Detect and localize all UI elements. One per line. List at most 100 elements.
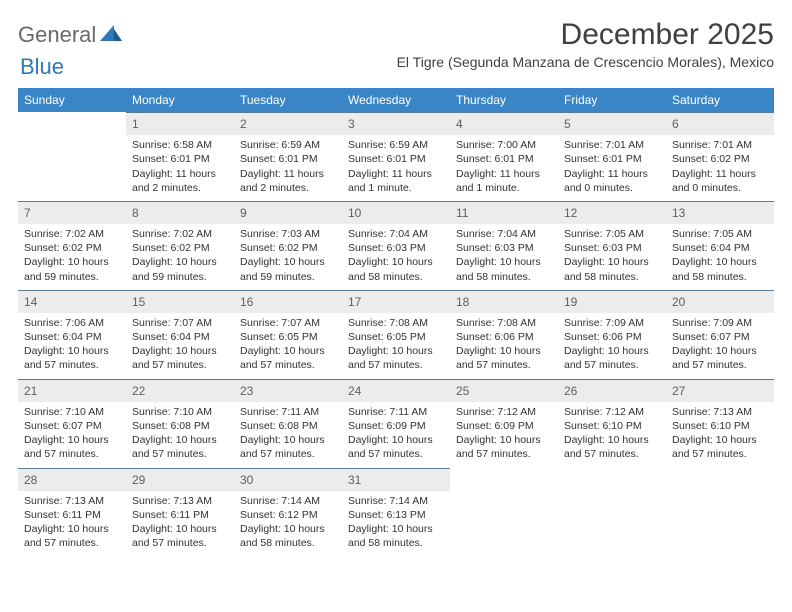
sunset-text: Sunset: 6:03 PM	[456, 241, 552, 255]
day-details: Sunrise: 7:14 AMSunset: 6:12 PMDaylight:…	[234, 491, 342, 557]
sunrise-text: Sunrise: 7:02 AM	[132, 227, 228, 241]
sunset-text: Sunset: 6:08 PM	[132, 419, 228, 433]
calendar-day-cell: 25Sunrise: 7:12 AMSunset: 6:09 PMDayligh…	[450, 379, 558, 468]
daylight-text: Daylight: 11 hours and 2 minutes.	[132, 167, 228, 195]
calendar-week-row: 7Sunrise: 7:02 AMSunset: 6:02 PMDaylight…	[18, 201, 774, 290]
sunrise-text: Sunrise: 7:10 AM	[132, 405, 228, 419]
sunrise-text: Sunrise: 7:14 AM	[240, 494, 336, 508]
day-number: 30	[234, 468, 342, 491]
logo-text-blue: Blue	[20, 54, 64, 79]
day-details: Sunrise: 7:02 AMSunset: 6:02 PMDaylight:…	[126, 224, 234, 290]
calendar-day-cell: 31Sunrise: 7:14 AMSunset: 6:13 PMDayligh…	[342, 468, 450, 557]
title-block: December 2025 El Tigre (Segunda Manzana …	[397, 18, 774, 70]
calendar-day-cell: 15Sunrise: 7:07 AMSunset: 6:04 PMDayligh…	[126, 290, 234, 379]
sunset-text: Sunset: 6:11 PM	[132, 508, 228, 522]
day-number: 27	[666, 379, 774, 402]
sunrise-text: Sunrise: 6:59 AM	[348, 138, 444, 152]
sunset-text: Sunset: 6:07 PM	[24, 419, 120, 433]
daylight-text: Daylight: 11 hours and 0 minutes.	[672, 167, 768, 195]
day-details: Sunrise: 6:58 AMSunset: 6:01 PMDaylight:…	[126, 135, 234, 201]
day-number: 9	[234, 201, 342, 224]
daylight-text: Daylight: 10 hours and 57 minutes.	[132, 344, 228, 372]
sunrise-text: Sunrise: 7:03 AM	[240, 227, 336, 241]
daylight-text: Daylight: 10 hours and 57 minutes.	[132, 522, 228, 550]
daylight-text: Daylight: 10 hours and 57 minutes.	[456, 433, 552, 461]
daylight-text: Daylight: 11 hours and 2 minutes.	[240, 167, 336, 195]
daylight-text: Daylight: 10 hours and 58 minutes.	[348, 522, 444, 550]
day-number: 20	[666, 290, 774, 313]
weekday-header: Sunday	[18, 88, 126, 112]
sunrise-text: Sunrise: 7:09 AM	[672, 316, 768, 330]
day-number: 8	[126, 201, 234, 224]
sunrise-text: Sunrise: 7:07 AM	[240, 316, 336, 330]
sunset-text: Sunset: 6:05 PM	[348, 330, 444, 344]
day-number: 7	[18, 201, 126, 224]
daylight-text: Daylight: 10 hours and 58 minutes.	[240, 522, 336, 550]
day-details: Sunrise: 7:04 AMSunset: 6:03 PMDaylight:…	[450, 224, 558, 290]
calendar-day-cell: 27Sunrise: 7:13 AMSunset: 6:10 PMDayligh…	[666, 379, 774, 468]
sunrise-text: Sunrise: 7:01 AM	[564, 138, 660, 152]
day-details: Sunrise: 7:08 AMSunset: 6:06 PMDaylight:…	[450, 313, 558, 379]
daylight-text: Daylight: 10 hours and 59 minutes.	[132, 255, 228, 283]
calendar-day-cell: 4Sunrise: 7:00 AMSunset: 6:01 PMDaylight…	[450, 112, 558, 201]
day-details: Sunrise: 7:11 AMSunset: 6:09 PMDaylight:…	[342, 402, 450, 468]
daylight-text: Daylight: 10 hours and 57 minutes.	[456, 344, 552, 372]
day-details: Sunrise: 7:09 AMSunset: 6:06 PMDaylight:…	[558, 313, 666, 379]
sunrise-text: Sunrise: 7:13 AM	[24, 494, 120, 508]
logo-triangle-icon	[100, 25, 122, 46]
sunset-text: Sunset: 6:02 PM	[132, 241, 228, 255]
sunset-text: Sunset: 6:07 PM	[672, 330, 768, 344]
sunset-text: Sunset: 6:01 PM	[240, 152, 336, 166]
weekday-header: Monday	[126, 88, 234, 112]
daylight-text: Daylight: 10 hours and 57 minutes.	[24, 522, 120, 550]
sunrise-text: Sunrise: 7:12 AM	[456, 405, 552, 419]
day-details: Sunrise: 7:05 AMSunset: 6:03 PMDaylight:…	[558, 224, 666, 290]
day-number: 2	[234, 112, 342, 135]
calendar-day-cell: 16Sunrise: 7:07 AMSunset: 6:05 PMDayligh…	[234, 290, 342, 379]
calendar-day-cell: 20Sunrise: 7:09 AMSunset: 6:07 PMDayligh…	[666, 290, 774, 379]
calendar-day-cell: 30Sunrise: 7:14 AMSunset: 6:12 PMDayligh…	[234, 468, 342, 557]
calendar-day-cell: 29Sunrise: 7:13 AMSunset: 6:11 PMDayligh…	[126, 468, 234, 557]
sunrise-text: Sunrise: 7:11 AM	[240, 405, 336, 419]
calendar-day-cell: 11Sunrise: 7:04 AMSunset: 6:03 PMDayligh…	[450, 201, 558, 290]
sunset-text: Sunset: 6:01 PM	[132, 152, 228, 166]
day-details: Sunrise: 7:08 AMSunset: 6:05 PMDaylight:…	[342, 313, 450, 379]
day-details: Sunrise: 6:59 AMSunset: 6:01 PMDaylight:…	[342, 135, 450, 201]
daylight-text: Daylight: 10 hours and 57 minutes.	[564, 433, 660, 461]
daylight-text: Daylight: 10 hours and 57 minutes.	[348, 433, 444, 461]
day-details: Sunrise: 7:12 AMSunset: 6:10 PMDaylight:…	[558, 402, 666, 468]
day-number: 29	[126, 468, 234, 491]
day-details: Sunrise: 7:04 AMSunset: 6:03 PMDaylight:…	[342, 224, 450, 290]
calendar-day-cell: 7Sunrise: 7:02 AMSunset: 6:02 PMDaylight…	[18, 201, 126, 290]
calendar-day-cell	[450, 468, 558, 557]
daylight-text: Daylight: 10 hours and 57 minutes.	[24, 344, 120, 372]
sunset-text: Sunset: 6:06 PM	[456, 330, 552, 344]
day-details: Sunrise: 7:09 AMSunset: 6:07 PMDaylight:…	[666, 313, 774, 379]
daylight-text: Daylight: 10 hours and 57 minutes.	[132, 433, 228, 461]
calendar-day-cell: 10Sunrise: 7:04 AMSunset: 6:03 PMDayligh…	[342, 201, 450, 290]
sunset-text: Sunset: 6:09 PM	[348, 419, 444, 433]
day-details: Sunrise: 7:10 AMSunset: 6:08 PMDaylight:…	[126, 402, 234, 468]
day-details: Sunrise: 7:06 AMSunset: 6:04 PMDaylight:…	[18, 313, 126, 379]
calendar-day-cell	[18, 112, 126, 201]
calendar-day-cell	[666, 468, 774, 557]
calendar-week-row: 1Sunrise: 6:58 AMSunset: 6:01 PMDaylight…	[18, 112, 774, 201]
calendar-day-cell: 18Sunrise: 7:08 AMSunset: 6:06 PMDayligh…	[450, 290, 558, 379]
daylight-text: Daylight: 10 hours and 57 minutes.	[240, 433, 336, 461]
day-details: Sunrise: 7:07 AMSunset: 6:04 PMDaylight:…	[126, 313, 234, 379]
day-number: 3	[342, 112, 450, 135]
sunset-text: Sunset: 6:05 PM	[240, 330, 336, 344]
day-number: 5	[558, 112, 666, 135]
sunset-text: Sunset: 6:10 PM	[564, 419, 660, 433]
day-number: 28	[18, 468, 126, 491]
sunrise-text: Sunrise: 7:00 AM	[456, 138, 552, 152]
calendar-day-cell: 13Sunrise: 7:05 AMSunset: 6:04 PMDayligh…	[666, 201, 774, 290]
location-subtitle: El Tigre (Segunda Manzana de Crescencio …	[397, 54, 774, 70]
day-number: 6	[666, 112, 774, 135]
sunrise-text: Sunrise: 7:11 AM	[348, 405, 444, 419]
weekday-header: Tuesday	[234, 88, 342, 112]
sunrise-text: Sunrise: 7:08 AM	[456, 316, 552, 330]
day-details: Sunrise: 7:13 AMSunset: 6:11 PMDaylight:…	[18, 491, 126, 557]
daylight-text: Daylight: 10 hours and 57 minutes.	[672, 344, 768, 372]
calendar-day-cell: 5Sunrise: 7:01 AMSunset: 6:01 PMDaylight…	[558, 112, 666, 201]
